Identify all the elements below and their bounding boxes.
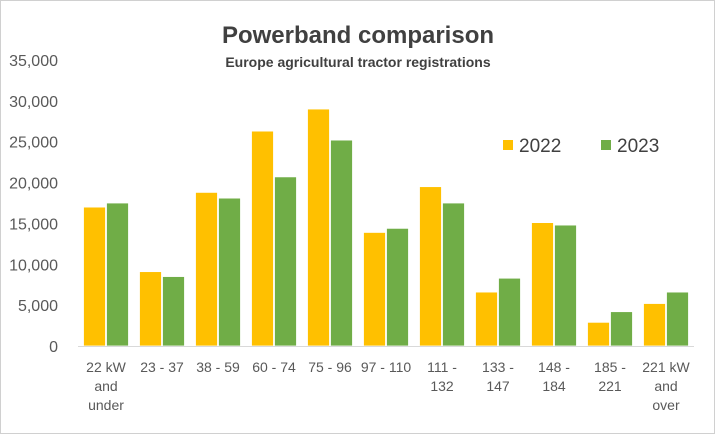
- legend-swatch-2023: [601, 140, 611, 150]
- bar-2023: [498, 277, 521, 347]
- x-tick-label: 60 - 74: [252, 359, 296, 375]
- x-tick-label: 23 - 37: [140, 359, 184, 375]
- y-tick-label: 15,000: [9, 216, 58, 233]
- y-tick-label: 30,000: [9, 94, 58, 111]
- y-tick-label: 5,000: [18, 298, 58, 315]
- bar-2022: [475, 291, 498, 347]
- bar-2023: [666, 291, 689, 347]
- bar-2023: [274, 176, 297, 347]
- x-tick-label: and: [654, 378, 677, 394]
- bar-2023: [610, 311, 633, 347]
- bar-2023: [554, 224, 577, 347]
- x-tick-label: 133 -: [482, 359, 514, 375]
- y-tick-label: 25,000: [9, 135, 58, 152]
- bar-2023: [442, 202, 465, 347]
- bar-2022: [307, 108, 330, 347]
- x-tick-label: and: [94, 378, 117, 394]
- bar-2022: [587, 321, 610, 347]
- bar-2022: [363, 232, 386, 347]
- bar-2022: [139, 271, 162, 347]
- x-tick-label: 148 -: [538, 359, 570, 375]
- y-tick-label: 20,000: [9, 176, 58, 193]
- chart-subtitle: Europe agricultural tractor registration…: [225, 54, 490, 70]
- y-tick-label: 0: [49, 339, 58, 356]
- bar-2022: [419, 186, 442, 347]
- bar-2022: [531, 222, 554, 347]
- bar-2022: [643, 303, 666, 347]
- x-tick-label: 221 kW: [642, 359, 690, 375]
- x-tick-label: 132: [430, 378, 454, 394]
- bar-2022: [251, 130, 274, 347]
- x-tick-label: under: [88, 397, 124, 413]
- legend-swatch-2022: [503, 140, 513, 150]
- bar-2023: [386, 227, 409, 347]
- x-tick-label: 38 - 59: [196, 359, 240, 375]
- x-tick-label: 111 -: [427, 359, 457, 375]
- x-tick-label: 97 - 110: [361, 359, 412, 375]
- bar-2023: [330, 139, 353, 347]
- chart-title: Powerband comparison: [222, 22, 494, 49]
- bar-2022: [83, 206, 106, 347]
- bar-2023: [218, 197, 241, 347]
- legend-label-2023: 2023: [617, 136, 659, 157]
- x-tick-label: 147: [486, 378, 510, 394]
- x-tick-label: over: [652, 397, 680, 413]
- y-tick-label: 35,000: [9, 53, 58, 70]
- bar-2022: [195, 191, 218, 347]
- y-tick-label: 10,000: [9, 257, 58, 274]
- x-tick-label: 221: [598, 378, 622, 394]
- x-tick-label: 22 kW: [86, 359, 126, 375]
- x-tick-label: 184: [542, 378, 566, 394]
- bar-2023: [106, 202, 129, 347]
- x-tick-label: 185 -: [594, 359, 626, 375]
- legend-label-2022: 2022: [519, 136, 561, 157]
- bar-2023: [162, 276, 185, 347]
- x-tick-label: 75 - 96: [308, 359, 352, 375]
